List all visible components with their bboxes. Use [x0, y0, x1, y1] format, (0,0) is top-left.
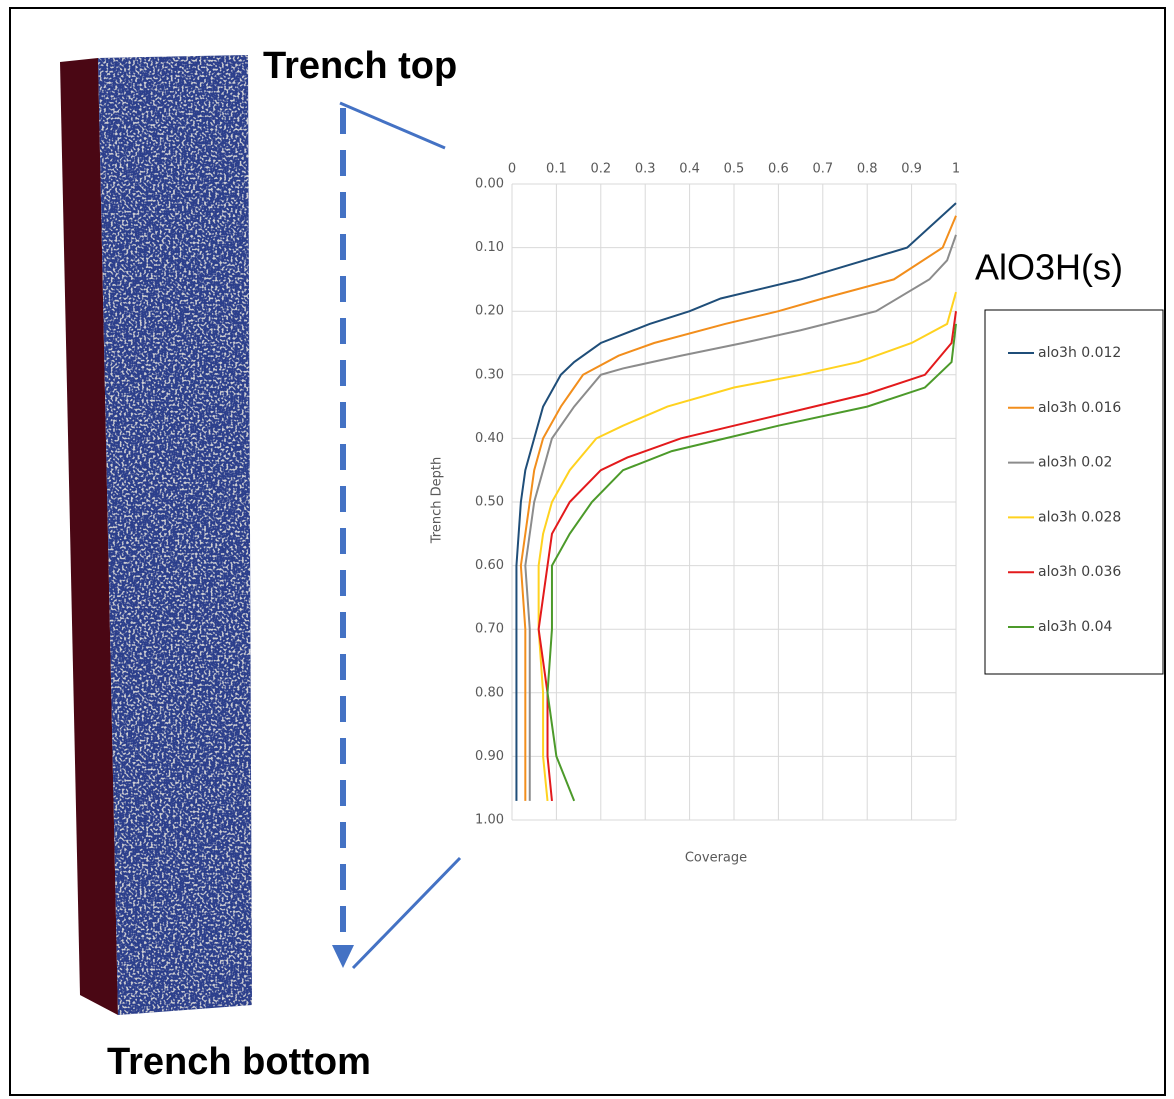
y-tick-label: 0.00 [475, 177, 504, 192]
slab-texture [98, 55, 252, 1015]
annotation: Trench bottom [107, 1041, 371, 1083]
legend-title: AlO3H(s) [975, 247, 1123, 288]
y-tick-label: 0.70 [475, 622, 504, 637]
series-line [515, 202, 957, 801]
y-tick-label: 0.40 [475, 431, 504, 446]
legend-label: alo3h 0.036 [1038, 564, 1121, 580]
legend-label: alo3h 0.028 [1038, 509, 1121, 525]
legend-label: alo3h 0.02 [1038, 455, 1112, 471]
x-tick-label: 0.7 [812, 162, 833, 177]
x-tick-label: 0.2 [590, 162, 611, 177]
series-line [519, 215, 957, 801]
legend-label: alo3h 0.016 [1038, 400, 1121, 416]
y-tick-label: 0.60 [475, 558, 504, 573]
slab-side [60, 58, 118, 1015]
x-tick-label: 0.3 [635, 162, 656, 177]
series-line [537, 291, 957, 802]
x-tick-label: 0.4 [679, 162, 700, 177]
x-tick-label: 0.5 [724, 162, 745, 177]
x-tick-label: 0.8 [857, 162, 878, 177]
series-line [537, 311, 957, 802]
y-tick-label: 0.80 [475, 685, 504, 700]
x-tick-label: 0.6 [768, 162, 789, 177]
y-tick-label: 1.00 [475, 813, 504, 828]
y-axis-label: Trench Depth [430, 457, 445, 544]
y-tick-label: 0.30 [475, 367, 504, 382]
y-tick-label: 0.20 [475, 304, 504, 319]
series-line [546, 323, 957, 802]
x-tick-label: 0.9 [901, 162, 922, 177]
zoom-line [351, 856, 462, 970]
annotation: Trench top [263, 45, 457, 87]
arrow-head [332, 945, 354, 968]
series-line [524, 234, 957, 801]
y-tick-label: 0.50 [475, 495, 504, 510]
frame [9, 7, 1166, 1096]
legend-label: alo3h 0.04 [1038, 619, 1113, 635]
x-tick-label: 0 [508, 162, 516, 177]
zoom-line [339, 101, 446, 150]
x-axis-label: Coverage [685, 851, 747, 866]
legend-box [984, 309, 1164, 675]
y-tick-label: 0.90 [475, 749, 504, 764]
legend-label: alo3h 0.012 [1038, 345, 1121, 361]
x-tick-label: 0.1 [546, 162, 567, 177]
x-tick-label: 1 [952, 162, 960, 177]
y-tick-label: 0.10 [475, 240, 504, 255]
